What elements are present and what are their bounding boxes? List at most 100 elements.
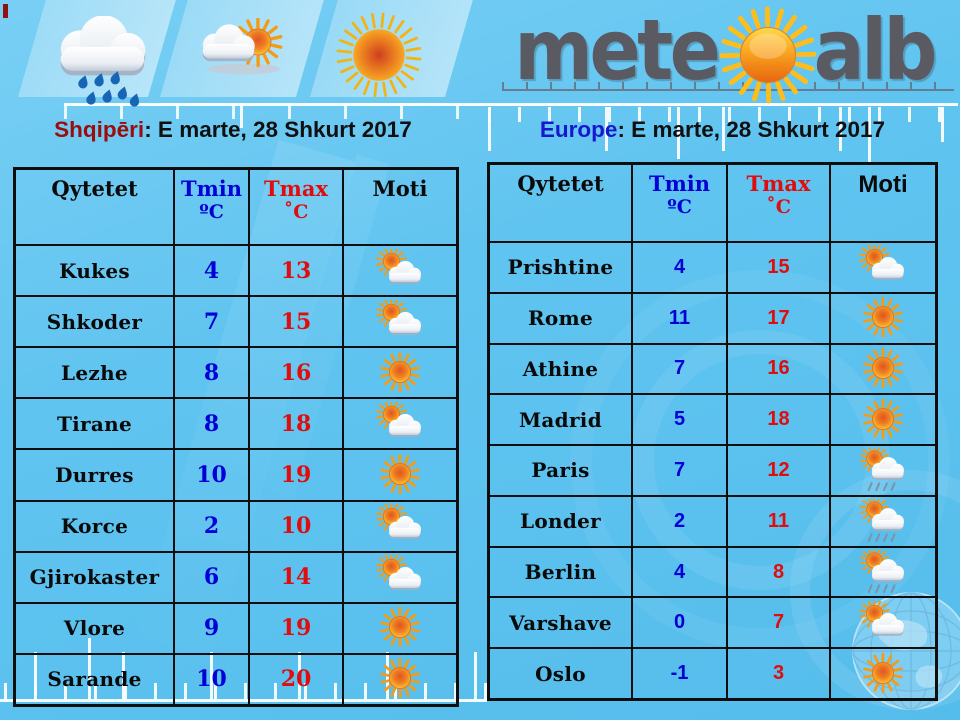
ruler-line-top (64, 103, 958, 106)
city-cell: Londer (490, 494, 633, 546)
logo-ruler (502, 82, 954, 91)
tmax-cell: 20 (250, 652, 344, 704)
sunny-icon (344, 601, 456, 653)
logo-text-mete: mete (514, 1, 722, 99)
ruler-tick (941, 107, 944, 142)
tmin-cell: 4 (633, 545, 728, 597)
city-cell: Korce (16, 499, 175, 551)
europe-weather-table: Qytetet Tmin ºC Tmax ˚C Moti Prishtine 4 1… (487, 162, 938, 701)
col-header-tmin: Tmin ºC (175, 170, 250, 244)
city-cell: Berlin (490, 545, 633, 597)
region-name: Shqipēri (54, 117, 145, 142)
tmin-cell: 11 (633, 291, 728, 343)
tmax-cell: 3 (728, 647, 831, 698)
showers-icon (831, 444, 935, 495)
right-date-heading: Europe: E marte, 28 Shkurt 2017 (487, 115, 938, 145)
city-cell: Rome (490, 291, 633, 343)
partly-cloudy-icon (831, 241, 935, 292)
tmax-cell: 7 (728, 596, 831, 648)
city-cell: Paris (490, 444, 633, 495)
tmax-cell: 13 (250, 244, 344, 296)
tmin-cell: 10 (175, 448, 250, 500)
sunny-icon (344, 346, 456, 397)
tmin-cell: 10 (175, 652, 250, 704)
date-text: : E marte, 28 Shkurt 2017 (617, 117, 886, 142)
col-header-moti: Moti (858, 171, 908, 198)
tmin-cell: 7 (633, 444, 728, 495)
city-cell: Sarande (16, 652, 175, 704)
tmin-cell: 7 (633, 342, 728, 394)
sunny-icon (831, 647, 935, 698)
city-cell: Athine (490, 342, 633, 394)
city-cell: Oslo (490, 647, 633, 698)
city-cell: Lezhe (16, 346, 175, 398)
city-cell: Prishtine (490, 241, 633, 292)
tmax-cell: 19 (250, 601, 344, 653)
showers-icon (831, 545, 935, 597)
meteoalb-logo: mete alb (498, 1, 946, 104)
tmin-cell: 2 (633, 494, 728, 546)
sunny-icon (344, 652, 456, 704)
city-cell: Madrid (490, 393, 633, 445)
partly-cloudy-icon (344, 244, 456, 295)
sunny-icon (344, 448, 456, 499)
city-cell: Durres (16, 448, 175, 500)
partly-cloudy-icon (344, 397, 456, 448)
tmin-cell: 7 (175, 295, 250, 347)
sun-behind-cloud-icon (192, 16, 296, 76)
tmin-cell: 5 (633, 393, 728, 445)
city-cell: Tirane (16, 397, 175, 449)
logo-sun-icon (719, 6, 817, 104)
partly-cloudy-icon (344, 550, 456, 602)
tmax-cell: 15 (250, 295, 344, 347)
tmin-cell: 2 (175, 499, 250, 551)
sun-icon (336, 12, 422, 98)
city-cell: Varshave (490, 596, 633, 648)
partly-cloudy-icon (344, 499, 456, 551)
sunny-icon (831, 291, 935, 343)
tmax-cell: 14 (250, 550, 344, 602)
shqiperi-weather-table: Qytetet Tmin ºC Tmax ˚C Moti Kukes 4 13 Sh… (13, 167, 459, 707)
tmax-cell: 18 (728, 393, 831, 445)
partly-cloudy-icon (344, 295, 456, 346)
tmin-cell: 4 (175, 244, 250, 296)
col-header-moti: Moti (372, 176, 428, 201)
date-text: : E marte, 28 Shkurt 2017 (144, 117, 412, 142)
tmin-cell: 4 (633, 241, 728, 292)
rain-icon (46, 15, 164, 112)
tmax-cell: 11 (728, 494, 831, 546)
region-name: Europe (539, 117, 618, 142)
tmin-cell: 8 (175, 346, 250, 398)
left-date-heading: Shqipēri: E marte, 28 Shkurt 2017 (13, 115, 453, 145)
tmin-cell: 0 (633, 596, 728, 648)
tmin-cell: 6 (175, 550, 250, 602)
city-cell: Kukes (16, 244, 175, 296)
tmax-cell: 19 (250, 448, 344, 500)
tmax-cell: 17 (728, 291, 831, 343)
city-cell: Shkoder (16, 295, 175, 347)
tmin-cell: 8 (175, 397, 250, 449)
sunny-icon (831, 342, 935, 394)
col-header-tmin: Tmin ºC (633, 165, 728, 241)
partly-cloudy-icon (831, 596, 935, 647)
tmax-cell: 16 (728, 342, 831, 394)
tmax-cell: 18 (250, 397, 344, 449)
tmax-cell: 8 (728, 545, 831, 597)
corner-tick (3, 4, 8, 18)
logo-text-alb: alb (813, 1, 938, 99)
col-header-tmax: Tmax ˚C (250, 170, 344, 244)
tmax-cell: 15 (728, 241, 831, 292)
ruler-line-bottom (0, 699, 487, 702)
tmax-cell: 10 (250, 499, 344, 551)
tmin-cell: 9 (175, 601, 250, 653)
col-header-qytetet: Qytetet (16, 170, 175, 244)
tmax-cell: 16 (250, 346, 344, 398)
col-header-tmax: Tmax ˚C (728, 165, 831, 241)
sunny-icon (831, 393, 935, 444)
tmin-cell: -1 (633, 647, 728, 698)
city-cell: Vlore (16, 601, 175, 653)
city-cell: Gjirokaster (16, 550, 175, 602)
showers-icon (831, 494, 935, 546)
col-header-qytetet: Qytetet (490, 165, 633, 241)
tmax-cell: 12 (728, 444, 831, 495)
